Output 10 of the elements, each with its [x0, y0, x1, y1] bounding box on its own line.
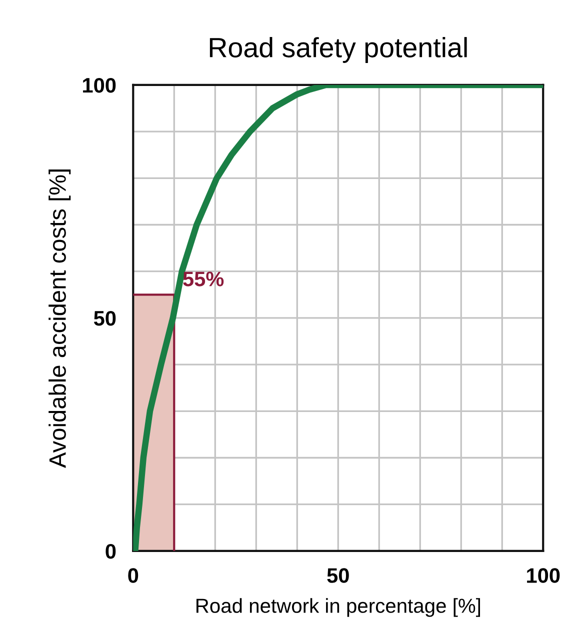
annotation: 55% — [183, 272, 224, 286]
x-tick-label: 0 — [128, 568, 138, 583]
y-axis-title: Avoidable accident costs [%] — [48, 170, 71, 468]
x-tick-label: 100 — [527, 568, 560, 583]
y-tick-label: 100 — [83, 78, 116, 93]
chart-title: Road safety potential — [210, 37, 467, 63]
x-tick-label: 50 — [327, 568, 349, 583]
y-tick-label: 50 — [94, 310, 116, 326]
y-tick-label: 0 — [106, 544, 116, 559]
x-axis-title: Road network in percentage [%] — [196, 598, 480, 617]
